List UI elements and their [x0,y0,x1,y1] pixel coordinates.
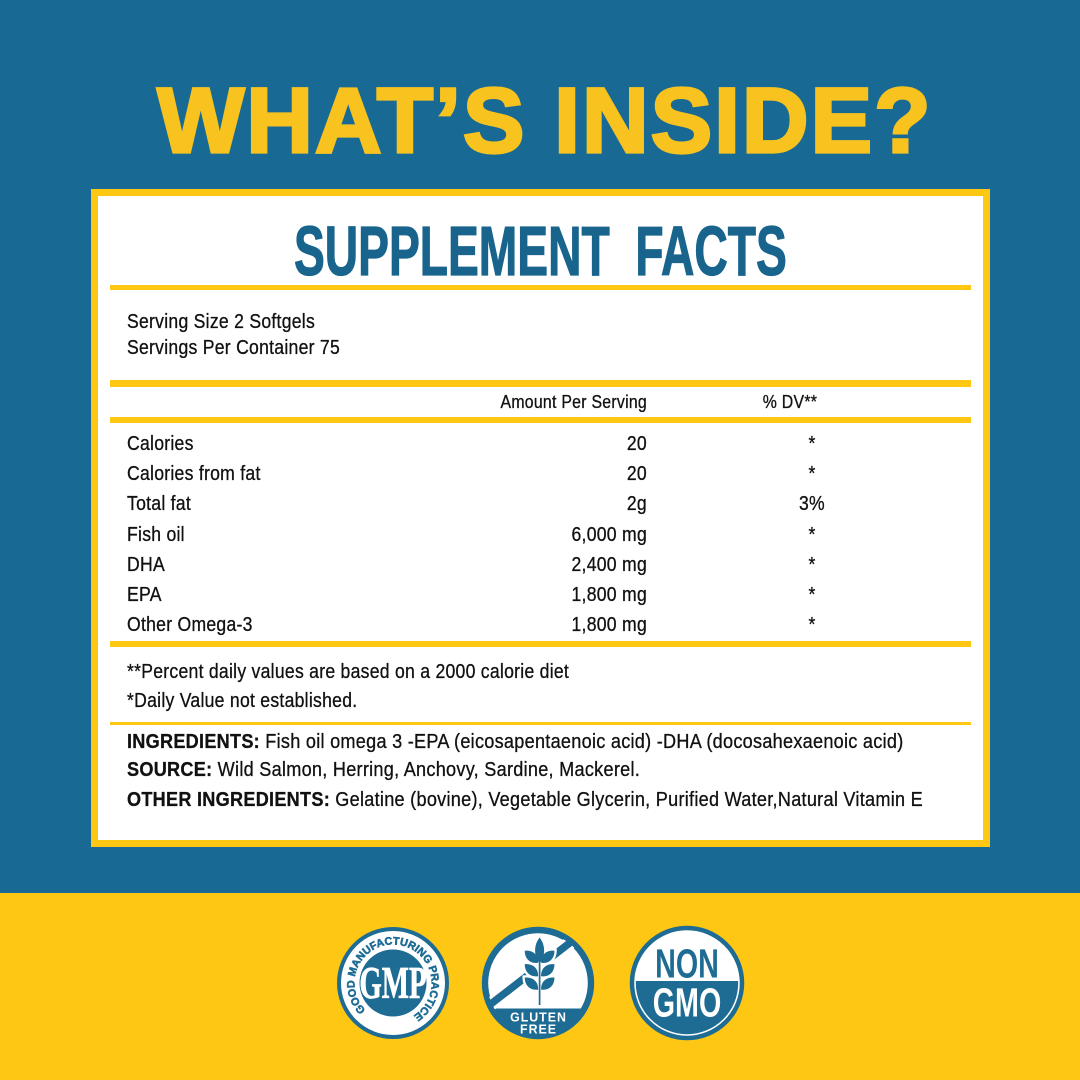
svg-text:GMP: GMP [359,959,426,1009]
svg-text:NON: NON [655,942,719,987]
svg-text:GMO: GMO [653,981,722,1026]
svg-text:FREE: FREE [520,1022,557,1036]
svg-text:GLUTEN: GLUTEN [510,1010,567,1024]
